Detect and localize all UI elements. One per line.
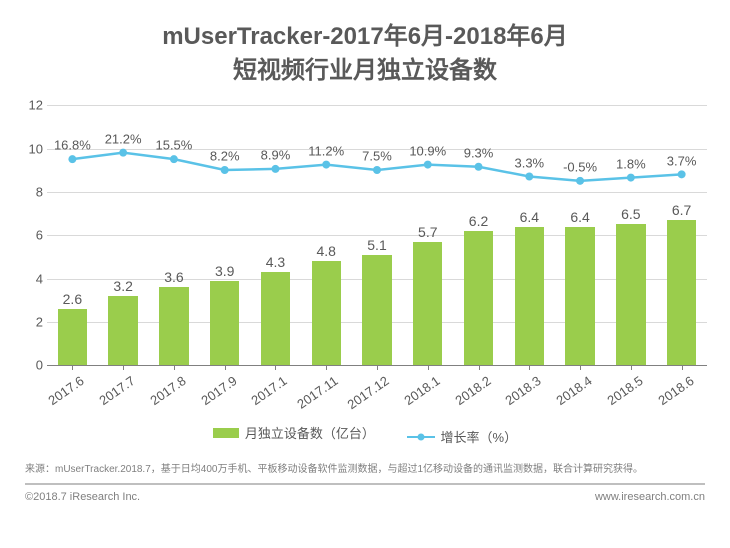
y-tick-label: 0 — [36, 358, 43, 373]
x-tick-label: 2018.5 — [604, 373, 645, 408]
x-tick-mark — [479, 365, 480, 370]
legend-item-bars: 月独立设备数（亿台） — [213, 423, 375, 442]
line-value-label: 16.8% — [54, 138, 91, 153]
x-tick-label: 2018.4 — [553, 373, 594, 408]
line-value-label: 10.9% — [409, 143, 446, 158]
source-text: 来源：mUserTracker.2018.7，基于日均400万手机、平板移动设备… — [25, 460, 705, 475]
y-tick-label: 6 — [36, 228, 43, 243]
line-value-label: 8.2% — [210, 149, 240, 164]
footer-copyright: ©2018.7 iResearch Inc. — [25, 491, 140, 503]
x-tick-label: 2018.2 — [452, 373, 493, 408]
x-tick-label: 2018.1 — [401, 373, 442, 408]
x-tick-label: 2018.3 — [503, 373, 544, 408]
x-tick-mark — [631, 365, 632, 370]
x-tick-mark — [529, 365, 530, 370]
x-tick-mark — [326, 365, 327, 370]
y-axis: 024681012 — [25, 105, 47, 365]
footer: ©2018.7 iResearch Inc. www.iresearch.com… — [25, 483, 705, 503]
x-tick-label: 2017.6 — [46, 373, 87, 408]
legend-bar-label: 月独立设备数（亿台） — [245, 423, 375, 442]
x-tick-mark — [72, 365, 73, 370]
y-tick-label: 2 — [36, 314, 43, 329]
y-tick-label: 12 — [29, 98, 43, 113]
line-value-label: 11.2% — [308, 143, 344, 158]
legend-line-label: 增长率（%） — [441, 427, 518, 446]
legend-swatch-bar — [213, 428, 239, 438]
x-tick-mark — [174, 365, 175, 370]
title-line-2: 短视频行业月独立设备数 — [25, 54, 705, 88]
x-tick-label: 2017.8 — [147, 373, 188, 408]
line-value-label: 9.3% — [464, 145, 494, 160]
plot-wrap: 024681012 2.63.23.63.94.34.85.15.76.26.4… — [25, 105, 705, 419]
line-value-label: 3.7% — [667, 153, 697, 168]
x-tick-label: 2018.6 — [655, 373, 696, 408]
line-value-label: -0.5% — [563, 160, 597, 175]
line-labels-layer: 16.8% 21.2% 15.5% 8.2% 8.9% 11.2% 7.5% 10.9% 9.3… — [47, 105, 707, 365]
footer-url: www.iresearch.com.cn — [595, 491, 705, 503]
x-axis-labels: 2017.62017.72017.82017.92017.12017.11201… — [47, 371, 707, 419]
line-value-label: 8.9% — [261, 148, 291, 163]
line-value-label: 21.2% — [105, 131, 142, 146]
line-value-label: 1.8% — [616, 156, 646, 171]
x-tick-label: 2017.9 — [198, 373, 239, 408]
x-tick-mark — [275, 365, 276, 370]
legend-item-line: 增长率（%） — [407, 427, 518, 446]
line-value-label: 15.5% — [155, 138, 192, 153]
line-value-label: 7.5% — [362, 149, 392, 164]
x-tick-mark — [123, 365, 124, 370]
x-tick-mark — [682, 365, 683, 370]
y-tick-label: 8 — [36, 184, 43, 199]
y-tick-label: 10 — [29, 141, 43, 156]
x-tick-label: 2017.7 — [97, 373, 138, 408]
x-tick-mark — [428, 365, 429, 370]
title-line-1: mUserTracker-2017年6月-2018年6月 — [25, 20, 705, 54]
x-tick-label: 2017.12 — [344, 373, 391, 412]
legend-swatch-line — [407, 436, 435, 438]
chart-container: mUserTracker-2017年6月-2018年6月 短视频行业月独立设备数… — [0, 0, 730, 548]
x-tick-mark — [225, 365, 226, 370]
x-tick-label: 2017.11 — [295, 373, 341, 412]
plot-area: 2.63.23.63.94.34.85.15.76.26.46.46.56.7 … — [47, 105, 707, 365]
chart-title: mUserTracker-2017年6月-2018年6月 短视频行业月独立设备数 — [25, 20, 705, 87]
legend: 月独立设备数（亿台） 增长率（%） — [25, 423, 705, 446]
x-tick-mark — [377, 365, 378, 370]
x-tick-label: 2017.1 — [249, 373, 290, 408]
y-tick-label: 4 — [36, 271, 43, 286]
line-value-label: 3.3% — [514, 155, 544, 170]
x-tick-mark — [580, 365, 581, 370]
